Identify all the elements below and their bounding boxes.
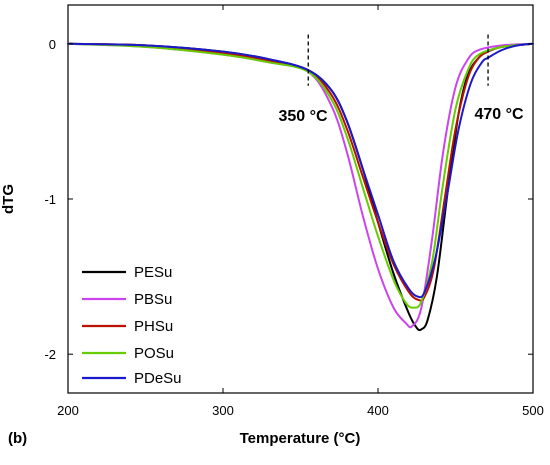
legend-label-pdesu: PDeSu [134, 370, 182, 387]
legend-label-pbsu: PBSu [134, 291, 172, 308]
x-tick-label-200: 200 [57, 403, 79, 418]
x-tick-label-500: 500 [522, 403, 544, 418]
series-layer [67, 42, 534, 332]
annotation-350: 350 °C [278, 108, 328, 125]
x-tick-label-400: 400 [367, 403, 389, 418]
legend-label-phsu: PHSu [134, 318, 173, 335]
series-line-pesu [67, 42, 534, 332]
annotation-470: 470 °C [474, 106, 524, 123]
y-axis-label: dTG [0, 184, 17, 214]
panel-label: (b) [8, 430, 27, 447]
series-line-posu [67, 42, 534, 309]
x-tick-label-300: 300 [212, 403, 234, 418]
series-line-phsu [67, 42, 534, 302]
marker-layer [307, 34, 489, 86]
tick-layer: 200 300 400 500 0 -1 -2 [44, 5, 544, 418]
series-line-pbsu [67, 42, 534, 329]
legend: PESu PBSu PHSu POSu PDeSu [82, 264, 182, 387]
y-tick-label-1: -1 [44, 192, 56, 207]
y-tick-label-2: -2 [44, 347, 56, 362]
y-tick-label-0: 0 [49, 37, 56, 52]
x-axis-label: Temperature (°C) [240, 430, 361, 447]
series-line-pdesu [67, 42, 534, 299]
legend-label-posu: POSu [134, 345, 174, 362]
legend-label-pesu: PESu [134, 264, 172, 281]
